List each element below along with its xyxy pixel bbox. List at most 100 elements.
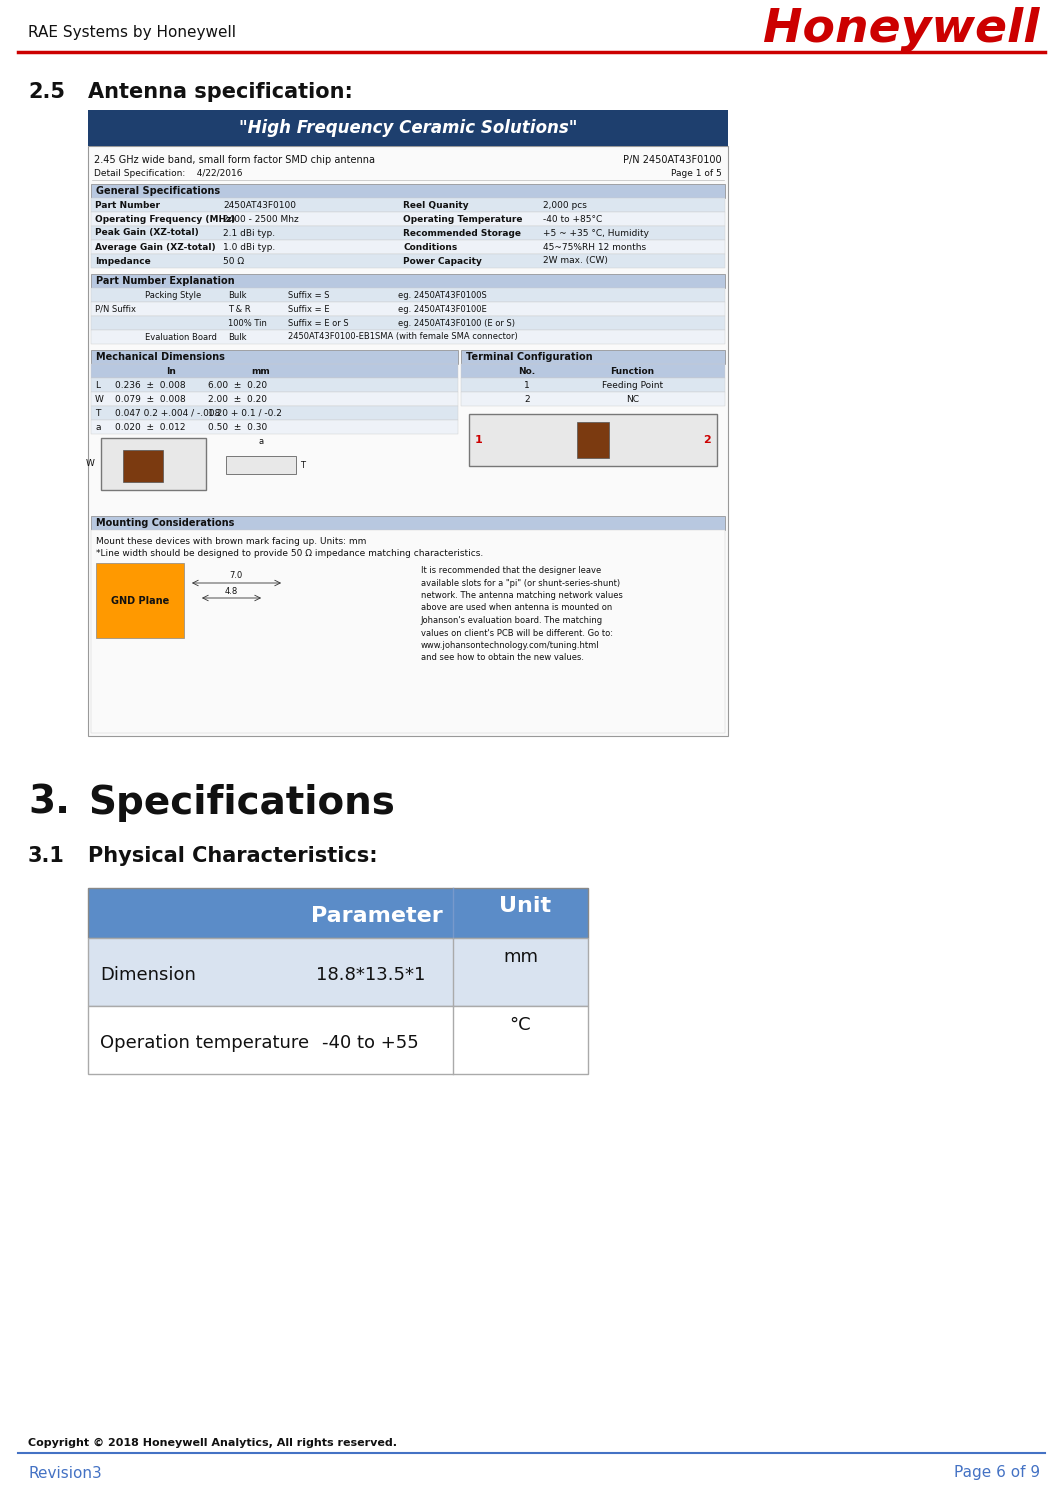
Text: 2.45 GHz wide band, small form factor SMD chip antenna: 2.45 GHz wide band, small form factor SM… bbox=[94, 155, 375, 165]
Text: 2: 2 bbox=[524, 395, 529, 404]
Bar bbox=[461, 392, 725, 405]
Text: Unit: Unit bbox=[500, 896, 552, 916]
Text: -40 to +85°C: -40 to +85°C bbox=[543, 215, 603, 224]
Text: *Line width should be designed to provide 50 Ω impedance matching characteristic: *Line width should be designed to provid… bbox=[96, 548, 484, 557]
Text: T: T bbox=[95, 408, 100, 417]
Text: 0.50  ±  0.30: 0.50 ± 0.30 bbox=[208, 422, 267, 431]
Text: Page 1 of 5: Page 1 of 5 bbox=[671, 168, 722, 177]
Bar bbox=[88, 1006, 588, 1075]
Text: Reel Quanity: Reel Quanity bbox=[403, 201, 469, 210]
Text: 1: 1 bbox=[524, 380, 529, 389]
Text: P/N Suffix: P/N Suffix bbox=[95, 305, 136, 314]
Text: 6.00  ±  0.20: 6.00 ± 0.20 bbox=[208, 380, 267, 389]
Text: 2.5: 2.5 bbox=[28, 83, 65, 102]
Bar bbox=[469, 414, 718, 465]
Bar bbox=[88, 110, 728, 146]
Bar bbox=[91, 330, 725, 344]
Bar bbox=[577, 422, 609, 458]
Bar bbox=[91, 350, 458, 365]
Text: 2400 - 2500 Mhz: 2400 - 2500 Mhz bbox=[223, 215, 299, 224]
Text: Recommended Storage: Recommended Storage bbox=[403, 228, 521, 237]
Bar bbox=[91, 530, 725, 732]
Text: RAE Systems by Honeywell: RAE Systems by Honeywell bbox=[28, 24, 236, 39]
Text: Conditions: Conditions bbox=[403, 243, 457, 252]
Text: Parameter: Parameter bbox=[311, 905, 443, 926]
Text: NC: NC bbox=[626, 395, 639, 404]
Text: 1: 1 bbox=[475, 435, 483, 444]
Text: +5 ~ +35 °C, Humidity: +5 ~ +35 °C, Humidity bbox=[543, 228, 649, 237]
Bar bbox=[91, 240, 725, 254]
Text: a: a bbox=[258, 437, 264, 446]
Bar bbox=[91, 378, 458, 392]
Text: eg. 2450AT43F0100S: eg. 2450AT43F0100S bbox=[398, 291, 487, 300]
Text: Peak Gain (XZ-total): Peak Gain (XZ-total) bbox=[95, 228, 199, 237]
Text: 0.047 0.2 +.004 / -.008: 0.047 0.2 +.004 / -.008 bbox=[115, 408, 220, 417]
Text: 100% Tin: 100% Tin bbox=[227, 318, 267, 327]
Bar bbox=[91, 254, 725, 269]
Text: 0.079  ±  0.008: 0.079 ± 0.008 bbox=[115, 395, 186, 404]
Text: W: W bbox=[95, 395, 104, 404]
Text: 2W max. (CW): 2W max. (CW) bbox=[543, 257, 608, 266]
Text: Evaluation Board: Evaluation Board bbox=[145, 333, 217, 342]
Text: 1.20 + 0.1 / -0.2: 1.20 + 0.1 / -0.2 bbox=[208, 408, 282, 417]
Text: mm: mm bbox=[252, 366, 270, 375]
Text: 2.00  ±  0.20: 2.00 ± 0.20 bbox=[208, 395, 267, 404]
Text: Impedance: Impedance bbox=[95, 257, 151, 266]
Text: T: T bbox=[300, 461, 305, 470]
Text: 2450AT43F0100-EB1SMA (with female SMA connector): 2450AT43F0100-EB1SMA (with female SMA co… bbox=[288, 333, 518, 342]
Text: 1.0 dBi typ.: 1.0 dBi typ. bbox=[223, 243, 275, 252]
Text: Honeywell: Honeywell bbox=[763, 8, 1040, 53]
Text: 7.0: 7.0 bbox=[230, 572, 242, 581]
Text: 2.1 dBi typ.: 2.1 dBi typ. bbox=[223, 228, 275, 237]
Bar bbox=[91, 198, 725, 212]
Text: 3.: 3. bbox=[28, 784, 70, 823]
Text: mm: mm bbox=[503, 949, 538, 967]
Text: "High Frequency Ceramic Solutions": "High Frequency Ceramic Solutions" bbox=[239, 119, 577, 137]
Bar bbox=[226, 456, 296, 474]
Bar bbox=[91, 516, 725, 530]
Text: Specifications: Specifications bbox=[88, 784, 394, 823]
Text: Power Capacity: Power Capacity bbox=[403, 257, 482, 266]
Text: Bulk: Bulk bbox=[227, 333, 247, 342]
Text: Suffix = E: Suffix = E bbox=[288, 305, 330, 314]
Text: Function: Function bbox=[610, 366, 655, 375]
Text: Packing Style: Packing Style bbox=[145, 291, 201, 300]
Text: eg. 2450AT43F0100 (E or S): eg. 2450AT43F0100 (E or S) bbox=[398, 318, 514, 327]
Bar bbox=[91, 405, 458, 420]
Text: Operating Frequency (MHz): Operating Frequency (MHz) bbox=[95, 215, 235, 224]
Bar bbox=[91, 288, 725, 302]
Text: Antenna specification:: Antenna specification: bbox=[88, 83, 353, 102]
Text: Page 6 of 9: Page 6 of 9 bbox=[954, 1465, 1040, 1480]
Text: P/N 2450AT43F0100: P/N 2450AT43F0100 bbox=[623, 155, 722, 165]
Text: Mounting Considerations: Mounting Considerations bbox=[96, 518, 234, 528]
Text: Terminal Configuration: Terminal Configuration bbox=[466, 353, 593, 362]
Text: Feeding Point: Feeding Point bbox=[602, 380, 663, 389]
Text: 18.8*13.5*1: 18.8*13.5*1 bbox=[316, 967, 425, 985]
Text: 2,000 pcs: 2,000 pcs bbox=[543, 201, 587, 210]
Bar bbox=[461, 365, 725, 378]
Text: No.: No. bbox=[519, 366, 536, 375]
Text: Suffix = E or S: Suffix = E or S bbox=[288, 318, 349, 327]
Text: Detail Specification:    4/22/2016: Detail Specification: 4/22/2016 bbox=[94, 168, 242, 177]
Text: Part Number Explanation: Part Number Explanation bbox=[96, 276, 235, 287]
Bar bbox=[91, 317, 725, 330]
Text: Physical Characteristics:: Physical Characteristics: bbox=[88, 847, 377, 866]
Text: a: a bbox=[95, 422, 101, 431]
Bar bbox=[91, 275, 725, 288]
Bar bbox=[96, 563, 184, 638]
Text: Bulk: Bulk bbox=[227, 291, 247, 300]
Bar bbox=[88, 146, 728, 735]
Text: °C: °C bbox=[509, 1016, 532, 1034]
Text: L: L bbox=[95, 380, 100, 389]
Text: 3.1: 3.1 bbox=[28, 847, 65, 866]
Text: Mechanical Dimensions: Mechanical Dimensions bbox=[96, 353, 225, 362]
Text: 2450AT43F0100: 2450AT43F0100 bbox=[223, 201, 296, 210]
Text: T & R: T & R bbox=[227, 305, 251, 314]
Text: W: W bbox=[86, 459, 95, 468]
Text: Operating Temperature: Operating Temperature bbox=[403, 215, 523, 224]
Text: Part Number: Part Number bbox=[95, 201, 161, 210]
Text: It is recommended that the designer leave
available slots for a "pi" (or shunt-s: It is recommended that the designer leav… bbox=[421, 566, 623, 662]
Text: Suffix = S: Suffix = S bbox=[288, 291, 330, 300]
Text: 0.020  ±  0.012: 0.020 ± 0.012 bbox=[115, 422, 186, 431]
Text: 45~75%RH 12 months: 45~75%RH 12 months bbox=[543, 243, 646, 252]
